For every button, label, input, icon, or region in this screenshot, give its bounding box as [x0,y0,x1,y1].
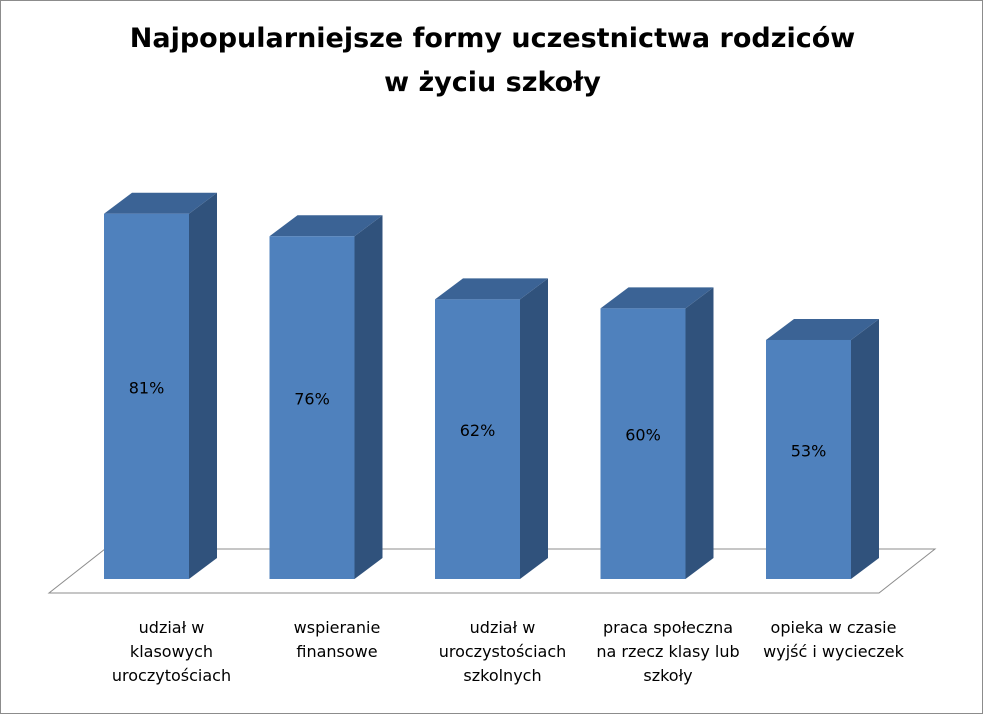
bar-1-top [104,192,217,214]
category-label-3: udział w uroczystościach szkolnych [439,618,567,685]
data-label-2: 76% [294,390,330,409]
bar-2-front [269,236,355,580]
bar-2-top [269,215,383,237]
bar-3 [435,278,548,579]
category-label-4: praca społeczna na rzecz klasy lub szkoły [596,618,739,685]
data-label-4: 60% [625,426,661,445]
chart-title-line-1: Najpopularniejsze formy uczestnictwa rod… [129,23,856,54]
data-label-3: 62% [460,421,496,440]
category-label-5: opieka w czasie wyjść i wycieczek [763,618,904,661]
data-label-5: 53% [791,441,827,460]
bar-4-side [685,287,714,579]
bar-4-front [600,308,686,579]
bar-2 [269,215,383,580]
bar-1 [104,192,217,579]
bar-1-side [189,192,217,579]
bar-5-side [851,318,879,579]
bar-3-top [435,278,548,300]
data-label-1: 81% [129,378,165,397]
bar-4-top [600,287,714,309]
category-label-1: udział w klasowych uroczytościach [112,618,231,685]
bar-4 [600,287,714,579]
chart-title-line-2: w życiu szkoły [384,67,601,98]
bar-3-side [520,278,548,579]
bar-1-front [104,213,189,579]
bar-3-front [435,299,520,579]
bar-2-side [354,215,383,580]
chart-title: Najpopularniejsze formy uczestnictwa rod… [1,17,983,105]
bar-5-top [766,318,879,340]
bar-5 [766,318,879,579]
bar-5-front [766,339,851,579]
category-label-2: wspieranie finansowe [294,618,381,661]
